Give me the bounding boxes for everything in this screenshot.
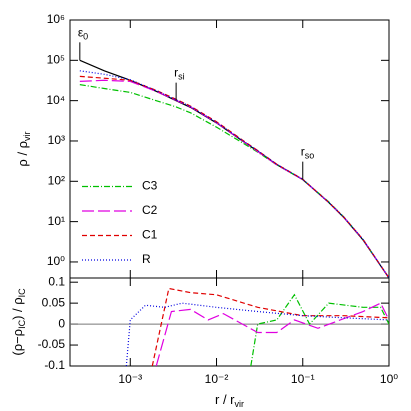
- y-tick-label: -0.05: [38, 337, 66, 351]
- y-tick-label: 0.1: [48, 274, 65, 288]
- x-tick-label: 10⁻¹: [291, 372, 315, 386]
- series-line: [79, 70, 389, 278]
- x-tick-label: 10⁻³: [118, 372, 142, 386]
- legend-label: C2: [142, 203, 158, 217]
- series-line: [79, 79, 389, 278]
- x-tick-label: 10⁰: [380, 372, 398, 386]
- subscript: IC: [17, 319, 27, 329]
- annotation-text: ε: [78, 25, 84, 39]
- label-text: r / r: [215, 392, 235, 407]
- y-tick-label: 10³: [48, 133, 65, 147]
- legend-label: R: [142, 252, 151, 266]
- series-line: [125, 302, 389, 366]
- legend-label: C3: [142, 179, 158, 193]
- plot-frame: [69, 277, 390, 367]
- y-tick-label: -0.1: [44, 358, 65, 372]
- plot-frame: [69, 19, 390, 279]
- annotation-text: r: [301, 145, 305, 159]
- annotation: rsi: [174, 66, 185, 82]
- y-tick-label: 10⁴: [46, 93, 65, 107]
- axis-label: r / rvir: [215, 392, 244, 409]
- annotation: ε0: [78, 25, 88, 41]
- x-tick-label: 10⁻²: [205, 372, 229, 386]
- annotation-sub: so: [305, 151, 315, 161]
- label-text: ρ / ρ: [15, 141, 30, 167]
- y-tick-label: 10¹: [48, 214, 65, 228]
- annotation-text: r: [174, 66, 178, 80]
- series-line: [79, 84, 389, 278]
- subscript: vir: [235, 399, 245, 409]
- y-tick-label: 0: [58, 316, 65, 330]
- y-tick-label: 10⁰: [47, 254, 65, 268]
- annotation: rso: [301, 145, 315, 161]
- series-line: [79, 75, 389, 278]
- subscript: vir: [22, 131, 32, 141]
- series-line: [155, 302, 389, 366]
- series-line: [79, 59, 389, 278]
- axis-label: (ρ−ρIC) / ρIC: [10, 288, 27, 356]
- y-tick-label: 10²: [48, 173, 65, 187]
- y-tick-label: 0.05: [42, 295, 66, 309]
- annotation-sub: 0: [83, 32, 88, 42]
- annotation-sub: si: [178, 72, 185, 82]
- series-line: [151, 287, 389, 366]
- axis-label: ρ / ρvir: [15, 131, 32, 166]
- y-tick-label: 10⁵: [47, 52, 65, 66]
- legend-label: C1: [142, 228, 158, 242]
- y-tick-label: 10⁶: [47, 12, 65, 26]
- subscript: IC: [17, 288, 27, 298]
- label-text: (ρ−ρ: [10, 329, 25, 356]
- label-text: ) / ρ: [10, 297, 25, 320]
- series-line: [250, 293, 389, 366]
